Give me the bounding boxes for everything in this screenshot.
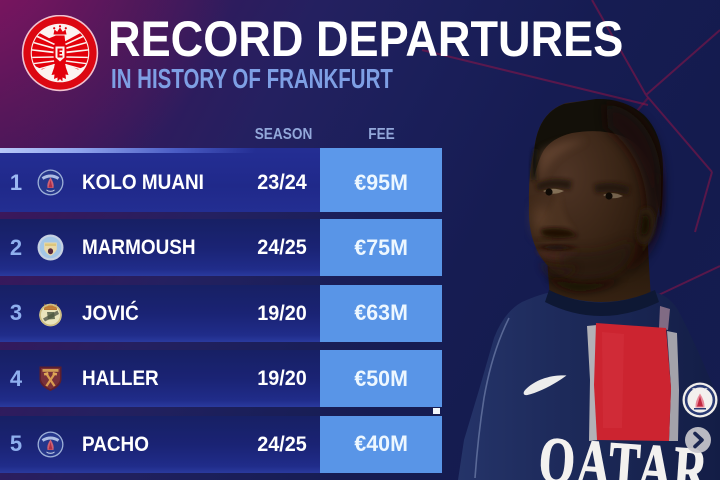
svg-text:PARIS: PARIS	[692, 388, 708, 394]
svg-text:QATAR: QATAR	[537, 424, 712, 480]
